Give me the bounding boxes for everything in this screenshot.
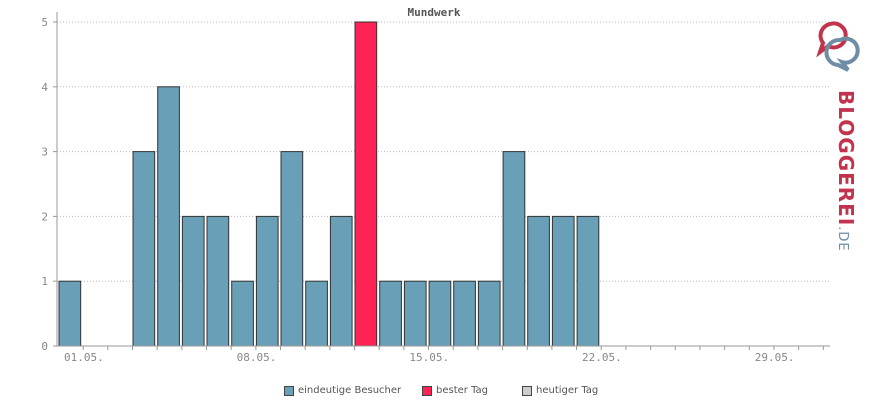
bar-best-day xyxy=(354,21,378,347)
chart-title: Mundwerk xyxy=(408,6,461,19)
legend: eindeutige Besucher bester Tag heutiger … xyxy=(0,385,870,399)
y-tick-label: 4 xyxy=(41,81,48,94)
x-tick-label: 29.05. xyxy=(755,351,795,364)
x-tick-label: 01.05. xyxy=(64,351,104,364)
bar xyxy=(551,215,575,347)
bar xyxy=(206,215,230,347)
x-tick-label: 22.05. xyxy=(582,351,622,364)
bar xyxy=(157,86,180,347)
legend-label-best-day: bester Tag xyxy=(436,385,489,396)
legend-item-visitors: eindeutige Besucher xyxy=(284,385,401,396)
axes xyxy=(56,12,830,347)
logo-speech-bubbles-icon xyxy=(816,21,860,72)
y-tick-label: 2 xyxy=(41,210,48,223)
legend-label-visitors: eindeutige Besucher xyxy=(298,385,402,396)
x-tick-label: 08.05. xyxy=(237,351,277,364)
bar xyxy=(379,280,402,347)
legend-item-today: heutiger Tag xyxy=(522,385,598,396)
x-tick-labels: 01.05. 08.05. 15.05. 22.05. 29.05. xyxy=(64,346,824,364)
logo-text: BLOGGEREI xyxy=(834,90,858,227)
bar xyxy=(255,215,279,347)
bar xyxy=(403,280,427,347)
bar-chart: Mundwerk 0 1 2 3 4 5 01.05. 08.05. 15.05. 22.05.… xyxy=(41,6,830,364)
legend-swatch-best-day xyxy=(422,385,432,396)
y-tick-label: 1 xyxy=(41,275,48,288)
bar xyxy=(58,280,82,347)
bar xyxy=(527,215,550,347)
y-tick-label: 0 xyxy=(41,340,48,353)
bar xyxy=(181,215,205,347)
bar xyxy=(231,280,254,347)
y-tick-labels: 0 1 2 3 4 5 xyxy=(41,16,48,353)
bar xyxy=(453,280,476,347)
legend-swatch-today xyxy=(522,385,532,396)
logo-wordmark: BLOGGEREI.DE xyxy=(834,90,858,252)
bar xyxy=(477,280,501,347)
legend-label-today: heutiger Tag xyxy=(536,385,599,396)
bloggerei-logo: BLOGGEREI.DE xyxy=(812,18,868,252)
gridlines xyxy=(53,21,830,347)
legend-swatch-visitors xyxy=(284,385,294,396)
y-tick-label: 3 xyxy=(41,146,48,159)
legend-item-best-day: bester Tag xyxy=(422,385,488,396)
bar xyxy=(132,151,156,347)
bar xyxy=(576,215,600,347)
bars xyxy=(58,21,600,347)
bar xyxy=(329,215,353,347)
bar xyxy=(502,151,526,347)
logo-tld: .DE xyxy=(835,226,850,252)
bar xyxy=(305,280,328,347)
bar xyxy=(428,280,452,347)
x-tick-label: 15.05. xyxy=(409,351,449,364)
y-tick-label: 5 xyxy=(41,16,48,29)
bar xyxy=(280,151,304,347)
